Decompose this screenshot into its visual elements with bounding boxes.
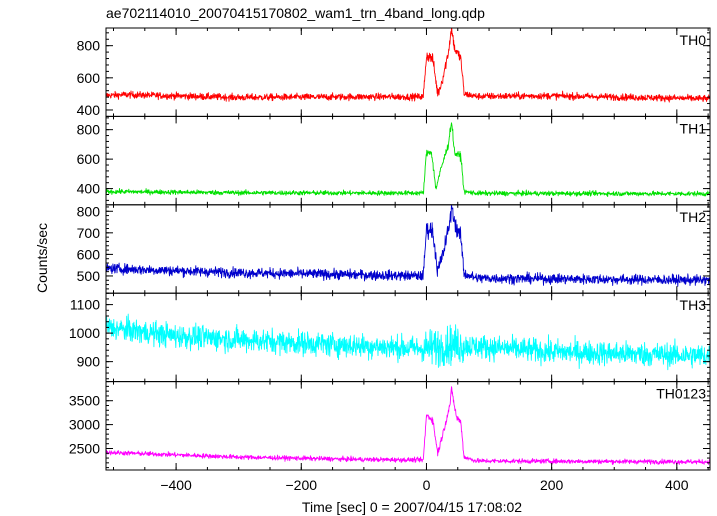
panel-label-th3: TH3 <box>680 297 707 313</box>
x-axis: −400 −200 0 200 400 <box>160 477 688 493</box>
y-tick-label: 900 <box>77 354 101 370</box>
y-tick-label: 3000 <box>69 417 100 433</box>
y-tick-label: 400 <box>77 181 101 197</box>
y-axis-label: Counts/sec <box>34 223 50 293</box>
y-tick-label: 800 <box>77 38 101 54</box>
panel-th0123: 2500 3000 3500 TH0123 <box>69 381 711 471</box>
panels-group: 400 600 800 TH0 400 600 800 TH1 500 600 700 800 TH2 9… <box>69 27 711 471</box>
panel-th3: 900 1000 1100 TH3 <box>69 292 711 383</box>
x-tick-label: 200 <box>540 477 564 493</box>
x-tick-label: 0 <box>423 477 431 493</box>
panel-frame <box>105 27 711 117</box>
x-tick-label: −200 <box>286 477 318 493</box>
panel-th0: 400 600 800 TH0 <box>77 27 711 118</box>
x-tick-label: 400 <box>665 477 689 493</box>
series-line-th0 <box>106 28 710 103</box>
panel-label-th0123: TH0123 <box>656 386 706 402</box>
y-tick-label: 600 <box>77 246 101 262</box>
panel-th2: 500 600 700 800 TH2 <box>77 203 711 294</box>
panel-th1: 400 600 800 TH1 <box>77 115 711 206</box>
x-axis-label: Time [sec] 0 = 2007/04/15 17:08:02 <box>302 499 522 515</box>
series-line-th1 <box>106 122 710 198</box>
y-tick-label: 500 <box>77 268 101 284</box>
y-tick-label: 400 <box>77 102 101 118</box>
series-line-th3 <box>106 313 710 371</box>
y-tick-label: 1100 <box>70 297 100 313</box>
series-line-th2 <box>106 204 710 287</box>
y-tick-label: 800 <box>77 203 101 219</box>
x-tick-label: −400 <box>160 477 192 493</box>
y-tick-label: 2500 <box>69 440 100 456</box>
panel-label-th0: TH0 <box>680 32 707 48</box>
y-tick-label: 1000 <box>69 325 100 341</box>
panel-label-th1: TH1 <box>680 120 707 136</box>
y-tick-label: 3500 <box>69 393 100 409</box>
series-line-th0123 <box>106 386 710 466</box>
chart-title: ae702114010_20070415170802_wam1_trn_4ban… <box>106 5 485 21</box>
y-tick-label: 600 <box>77 70 101 86</box>
y-tick-label: 700 <box>77 225 101 241</box>
panel-label-th2: TH2 <box>680 209 707 225</box>
y-tick-label: 600 <box>77 151 101 167</box>
y-tick-label: 800 <box>77 122 101 138</box>
panel-frame <box>105 381 711 471</box>
